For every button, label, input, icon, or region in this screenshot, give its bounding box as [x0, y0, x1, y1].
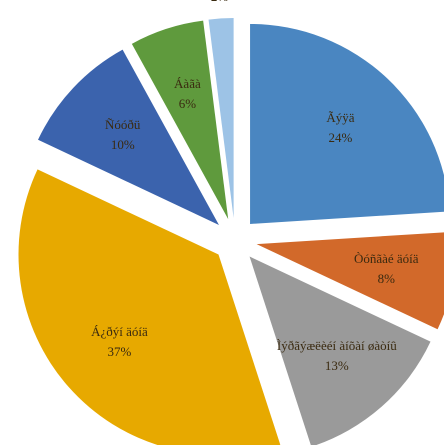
data-label: Á¿ðýí äóíä 37%	[59, 322, 179, 362]
category-label: Ìýðãýæëèéí àíõàí øàòíû	[276, 337, 397, 353]
value-label: 37%	[107, 343, 132, 359]
data-label: Áîëîâñðîëã¿é2%	[160, 0, 280, 7]
data-label: Òóñãàé äóíä 8%	[326, 249, 444, 289]
data-label: Ãýÿä 24%	[280, 108, 400, 148]
value-label: 8%	[377, 270, 395, 286]
category-label: Òóñãàé äóíä	[353, 250, 419, 266]
category-label: Ñóóðü	[105, 116, 141, 132]
value-label: 2%	[160, 0, 280, 7]
data-label: Ìýðãýæëèéí àíõàí øàòíû 13%	[277, 336, 397, 376]
data-label: Áàãà 6%	[127, 74, 247, 114]
category-label: Áàãà	[174, 75, 201, 91]
pie-slice	[208, 18, 234, 219]
category-label: Á¿ðýí äóíä	[91, 323, 148, 339]
value-label: 6%	[178, 95, 197, 111]
value-label: 24%	[328, 129, 353, 145]
data-label: Ñóóðü 10%	[63, 115, 183, 155]
pie-slice	[131, 20, 229, 220]
pie-slice	[249, 256, 431, 445]
pie-slice	[256, 232, 444, 330]
pie-slice	[37, 49, 219, 225]
value-label: 10%	[110, 136, 135, 152]
pie-slice	[250, 23, 444, 224]
category-label: Ãýÿä	[326, 109, 355, 125]
pie-slice	[18, 169, 281, 445]
value-label: 13%	[324, 357, 349, 373]
